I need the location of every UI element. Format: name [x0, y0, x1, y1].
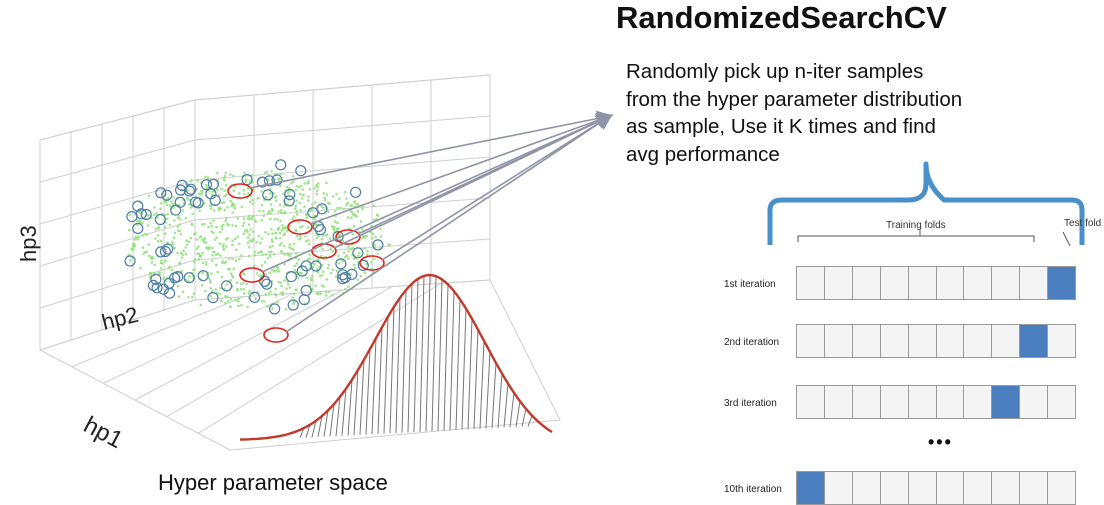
training-fold [936, 267, 965, 299]
training-fold [908, 325, 937, 357]
sample-marker [263, 327, 289, 343]
training-fold [1048, 386, 1076, 418]
training-fold [964, 267, 993, 299]
training-fold [908, 267, 937, 299]
training-fold [1020, 386, 1049, 418]
page-title: RandomizedSearchCV [616, 0, 947, 35]
test-fold [1048, 267, 1076, 299]
iteration-label: 2nd iteration [724, 337, 780, 348]
description-line: from the hyper parameter distribution [626, 87, 963, 111]
description-line: as sample, Use it K times and find [626, 115, 936, 138]
training-fold [880, 386, 909, 418]
fold-row [796, 385, 1076, 419]
iteration-label: 10th iteration [724, 484, 782, 495]
test-fold-label: Test fold [1064, 218, 1102, 229]
training-fold [1020, 472, 1049, 504]
ellipsis: ••• [928, 432, 953, 452]
training-fold [880, 472, 909, 504]
training-fold [964, 386, 993, 418]
training-fold [964, 325, 993, 357]
training-fold [880, 267, 909, 299]
iteration-label: 3rd iteration [724, 398, 777, 409]
training-fold [797, 386, 825, 418]
training-fold [1048, 325, 1076, 357]
training-fold [824, 386, 853, 418]
distribution-curve [239, 273, 553, 441]
sample-marker [227, 183, 253, 199]
training-fold [824, 267, 853, 299]
training-fold [964, 472, 993, 504]
fold-row [796, 266, 1076, 300]
training-fold [797, 267, 825, 299]
axis-label-hp2: hp2 [99, 302, 141, 335]
training-fold [852, 386, 881, 418]
training-fold [824, 325, 853, 357]
hyperparameter-space-plot: hp3 hp2 hp1 [16, 74, 561, 454]
axis-label-hp1: hp1 [79, 411, 127, 454]
training-fold [992, 472, 1021, 504]
training-fold [936, 472, 965, 504]
training-fold [880, 325, 909, 357]
space-caption: Hyper parameter space [158, 470, 388, 495]
training-fold [992, 267, 1021, 299]
training-fold [824, 472, 853, 504]
training-fold [908, 472, 937, 504]
training-fold [1020, 267, 1049, 299]
iteration-label: 1st iteration [724, 279, 776, 290]
training-fold [852, 325, 881, 357]
training-fold [852, 472, 881, 504]
training-fold [1048, 472, 1076, 504]
fold-row [796, 471, 1076, 505]
fold-row [796, 324, 1076, 358]
training-fold [992, 325, 1021, 357]
training-fold [936, 386, 965, 418]
description-line: avg performance [626, 142, 780, 166]
test-fold [992, 386, 1021, 418]
training-fold [936, 325, 965, 357]
description-line: Randomly pick up n-iter samples [626, 60, 924, 83]
test-fold [1020, 325, 1049, 357]
sample-marker [335, 229, 361, 245]
method-description: Randomly pick up n-iter samples from the… [626, 58, 1066, 168]
cross-validation-diagram: Training folds Test fold 1st iteration 2… [700, 160, 1104, 505]
training-fold [797, 325, 825, 357]
sample-marker [239, 267, 265, 283]
fold-brace [767, 161, 1085, 247]
training-fold [908, 386, 937, 418]
training-fold [852, 267, 881, 299]
training-folds-label: Training folds [886, 220, 946, 231]
axis-label-hp3: hp3 [16, 225, 41, 262]
test-fold [797, 472, 825, 504]
